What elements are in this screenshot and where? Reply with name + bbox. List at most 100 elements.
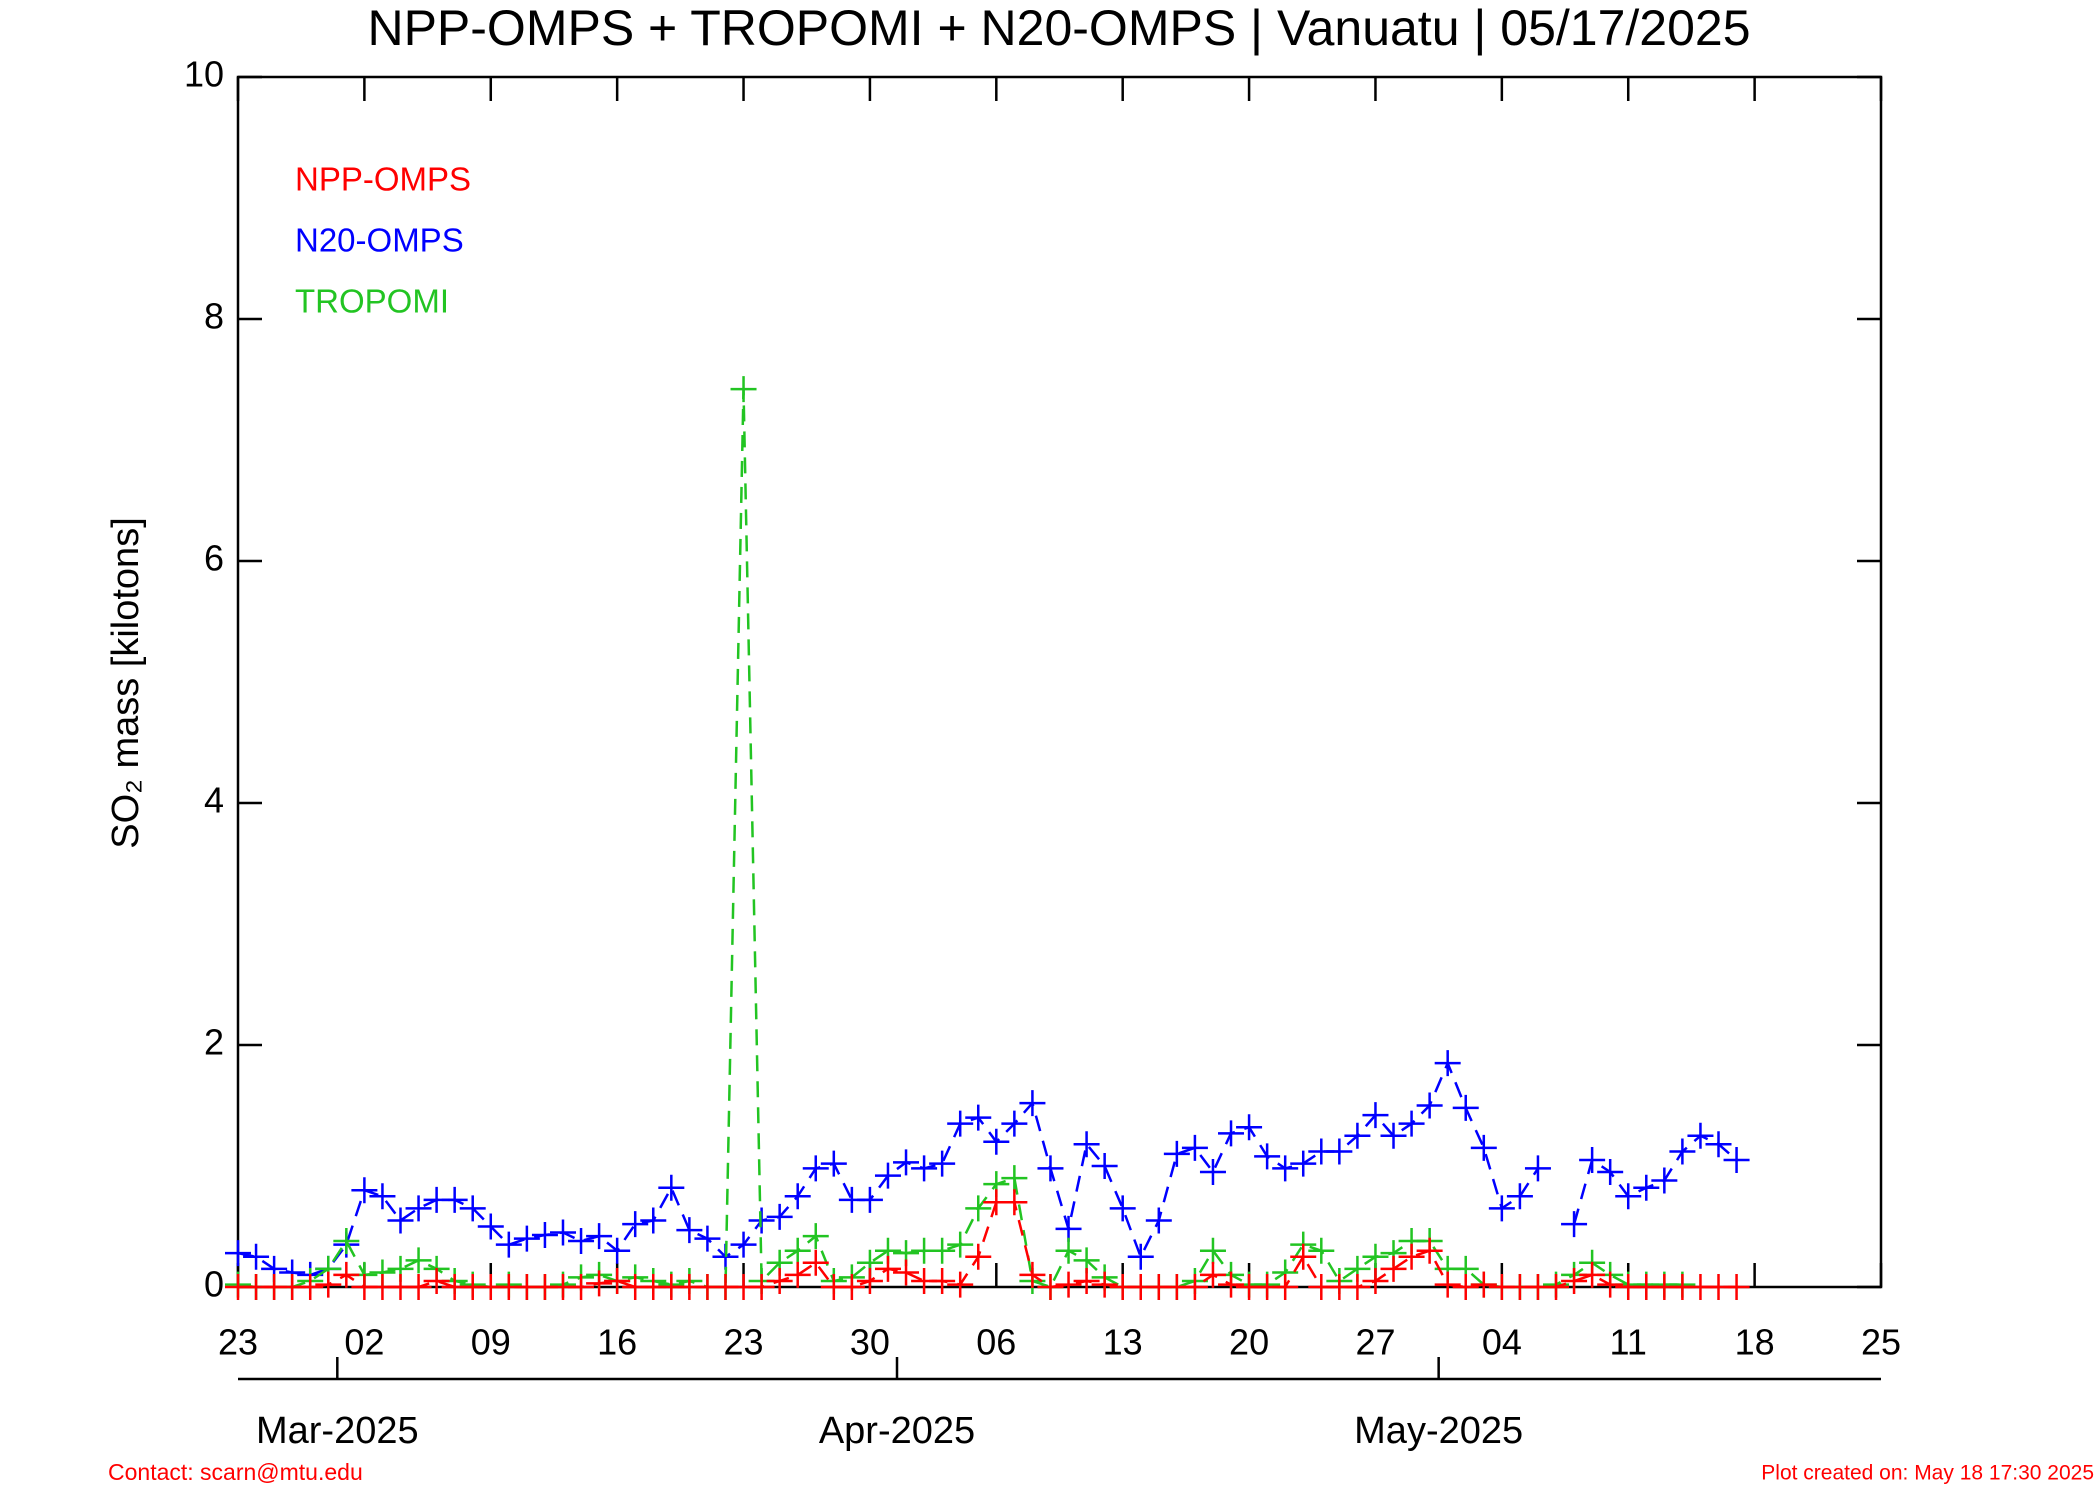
series-line [238,1201,1737,1289]
point-marker [1055,1271,1082,1298]
point-marker [1344,1122,1371,1149]
point-marker [1705,1131,1732,1158]
point-marker [874,1162,901,1189]
point-marker [1470,1134,1497,1161]
point-marker [477,1213,504,1240]
point-marker [802,1155,829,1182]
point-marker [1524,1155,1551,1182]
point-marker [1561,1267,1588,1294]
point-marker [1055,1215,1082,1242]
point-marker [243,1243,270,1270]
point-marker [1073,1267,1100,1294]
point-marker [1380,1122,1407,1149]
point-marker [604,1267,631,1294]
point-marker [1434,1050,1461,1077]
point-marker [1236,1114,1263,1141]
x-tick-label: 18 [1735,1322,1775,1363]
point-marker [1452,1094,1479,1121]
point-marker [893,1149,920,1176]
point-marker [1362,1102,1389,1129]
point-marker [315,1271,342,1298]
point-marker [1723,1274,1750,1300]
point-marker [1579,1146,1606,1173]
point-marker [1434,1271,1461,1298]
point-marker [1055,1237,1082,1264]
point-marker [1001,1110,1028,1137]
y-tick-label: 0 [204,1264,224,1305]
point-marker [1398,1243,1425,1270]
point-marker [1561,1211,1588,1238]
point-marker [1127,1243,1154,1270]
point-marker [531,1221,558,1248]
point-marker [730,1231,757,1258]
x-tick-label: 20 [1229,1322,1269,1363]
point-marker [929,1267,956,1294]
point-marker [586,1270,613,1297]
point-marker [1001,1189,1028,1216]
point-marker [965,1243,992,1270]
legend-entry: NPP-OMPS [295,161,471,198]
point-marker [1669,1138,1696,1165]
point-marker [766,1203,793,1230]
legend-entry: N20-OMPS [295,222,464,259]
month-label: Apr-2025 [819,1410,975,1452]
point-marker [802,1223,829,1250]
point-marker [1218,1271,1245,1298]
point-marker [1199,1237,1226,1264]
point-marker [1272,1155,1299,1182]
point-marker [1037,1155,1064,1182]
point-marker [1073,1131,1100,1158]
month-label: May-2025 [1354,1410,1523,1452]
point-marker [622,1211,649,1238]
point-marker [676,1217,703,1244]
point-marker [748,1274,775,1300]
point-marker [856,1186,883,1213]
point-marker [1163,1140,1190,1167]
point-marker [1199,1159,1226,1186]
point-marker [1633,1174,1660,1201]
point-marker [911,1155,938,1182]
point-marker [351,1177,378,1204]
point-marker [947,1110,974,1137]
point-marker [1416,1237,1443,1264]
x-tick-label: 06 [976,1322,1016,1363]
point-marker [1362,1267,1389,1294]
point-marker [784,1183,811,1210]
point-marker [1091,1153,1118,1179]
y-tick-label: 4 [204,780,224,821]
point-marker [1651,1167,1678,1194]
point-marker [929,1150,956,1177]
point-marker [459,1195,486,1222]
x-tick-label: 25 [1861,1322,1901,1363]
point-marker [1218,1120,1245,1147]
point-marker [423,1267,450,1294]
legend-entry: TROPOMI [295,283,449,320]
x-tick-label: 30 [850,1322,890,1363]
point-marker [568,1274,595,1300]
point-marker [1470,1271,1497,1298]
point-marker [1272,1274,1299,1300]
point-marker [802,1249,829,1276]
point-marker [1290,1150,1317,1177]
series-line [237,389,1683,1289]
point-marker [1326,1138,1353,1165]
point-marker [1579,1261,1606,1288]
point-marker [333,1228,360,1255]
x-tick-label: 13 [1103,1322,1143,1363]
point-marker [1037,1274,1064,1300]
point-marker [1723,1146,1750,1173]
chart-title: NPP-OMPS + TROPOMI + N20-OMPS | Vanuatu … [367,0,1750,56]
point-marker [1145,1207,1172,1234]
y-tick-label: 10 [184,54,224,95]
point-marker [297,1274,324,1300]
point-marker [1199,1261,1226,1288]
plot-frame [236,75,1883,1289]
x-tick-label: 23 [724,1322,764,1363]
created-note: Plot created on: May 18 17:30 2025 [1761,1462,2094,1485]
point-marker [1543,1274,1570,1300]
point-marker [838,1274,865,1300]
point-marker [983,1128,1010,1155]
point-marker [441,1186,468,1213]
